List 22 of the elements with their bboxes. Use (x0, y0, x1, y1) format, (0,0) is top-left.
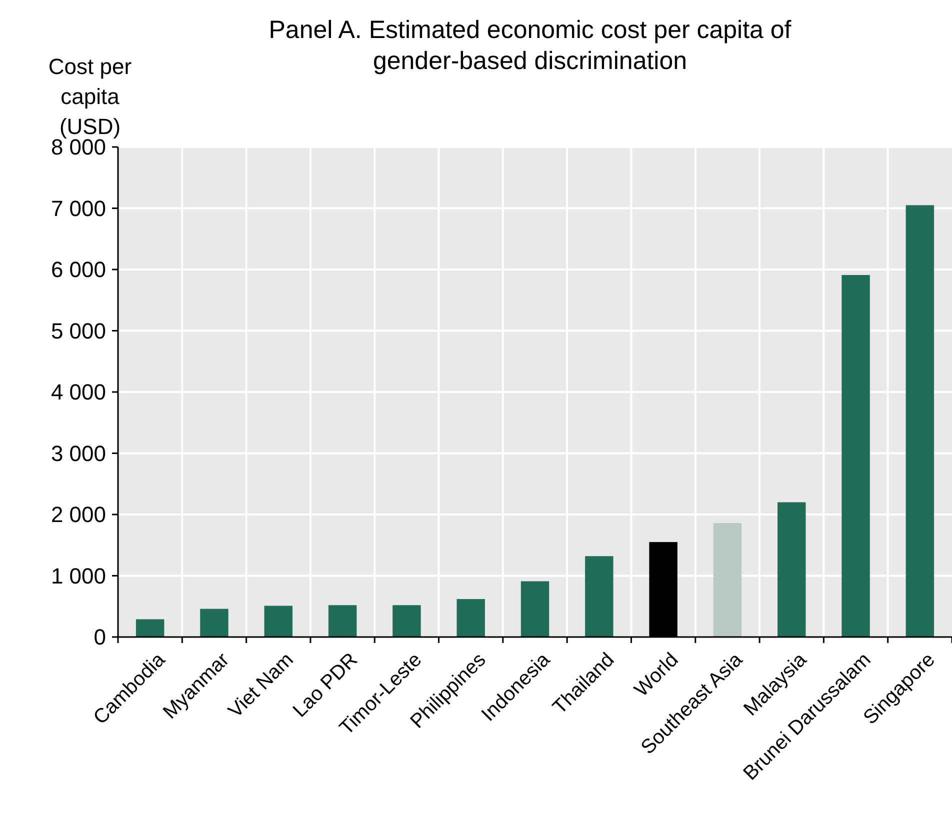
y-tick-label: 4 000 (50, 380, 106, 405)
bar (200, 608, 228, 637)
y-tick-label: 5 000 (50, 318, 106, 344)
chart-title: Panel A. Estimated economic cost per capita of gender-based discrimination (268, 16, 792, 75)
bar (136, 619, 164, 637)
bar (906, 205, 934, 637)
bar (842, 275, 870, 637)
bar (778, 502, 806, 637)
bar (585, 556, 614, 637)
bar (713, 523, 742, 637)
y-axis-title: Cost per capita (USD) (48, 54, 132, 139)
y-tick-label: 7 000 (50, 196, 106, 221)
bar (520, 581, 550, 637)
bar (456, 599, 485, 637)
bar (392, 605, 421, 637)
y-tick-label: 1 000 (50, 563, 106, 588)
y-tick-label: 0 (94, 624, 106, 650)
bar (264, 606, 292, 637)
bar (328, 605, 357, 637)
y-tick-label: 3 000 (50, 440, 106, 466)
y-tick-label: 2 000 (50, 502, 106, 528)
y-tick-label: 6 000 (50, 257, 106, 282)
